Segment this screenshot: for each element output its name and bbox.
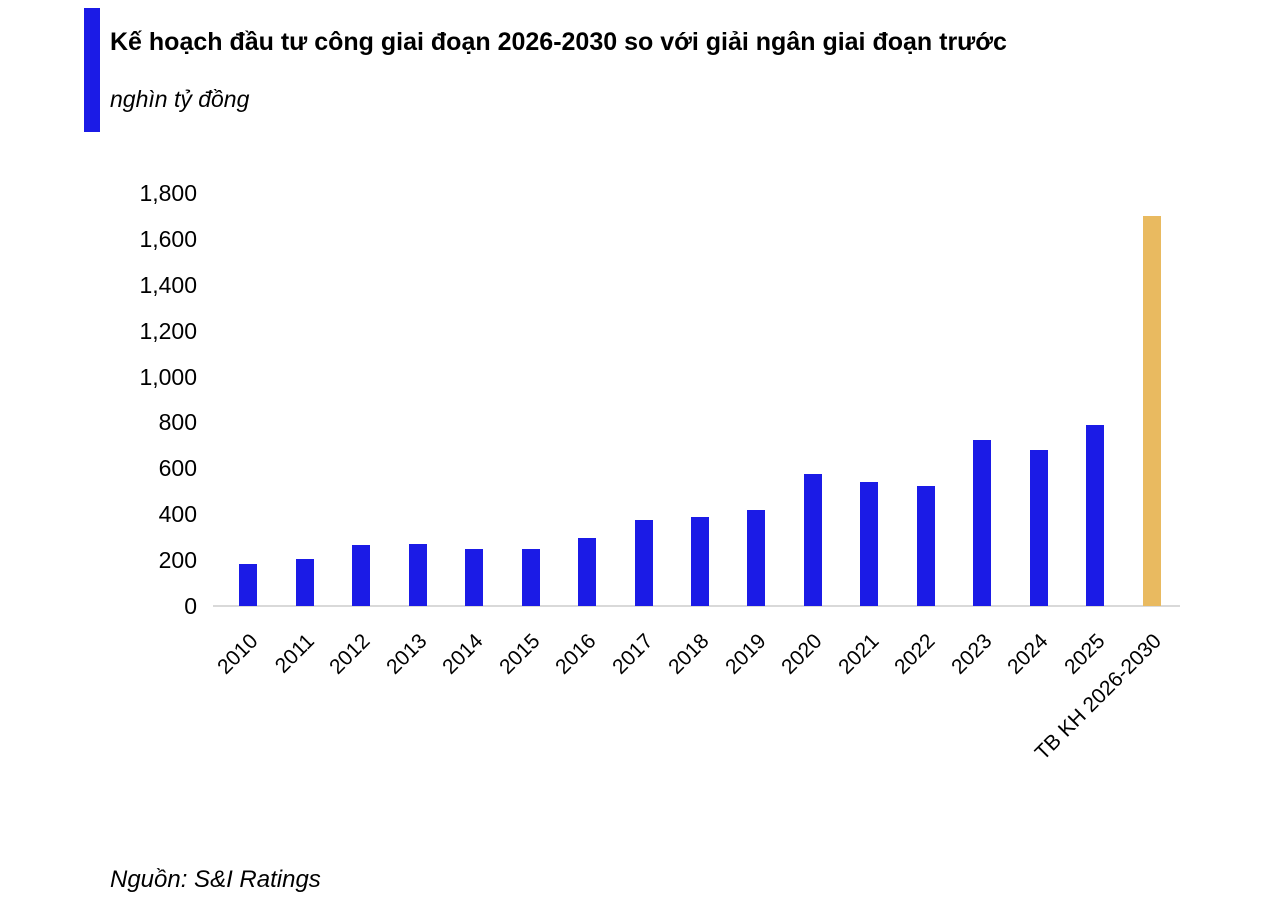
y-axis-tick-600: 600 bbox=[158, 455, 197, 482]
x-axis-tick-2015: 2015 bbox=[495, 629, 545, 679]
x-axis-tick-2024: 2024 bbox=[1003, 629, 1053, 679]
x-axis-tick-2016: 2016 bbox=[551, 629, 601, 679]
bar-2010 bbox=[239, 564, 257, 606]
x-axis-tick-2022: 2022 bbox=[890, 629, 940, 679]
source-note: Nguồn: S&I Ratings bbox=[110, 866, 321, 893]
y-axis-tick-1600: 1,600 bbox=[139, 225, 197, 252]
y-axis-tick-1000: 1,000 bbox=[139, 363, 197, 390]
bar-2022 bbox=[917, 486, 935, 606]
x-axis-tick-2023: 2023 bbox=[946, 629, 997, 679]
bar-2024 bbox=[1030, 450, 1048, 606]
bar-tb-kh-2026-2030 bbox=[1143, 216, 1161, 606]
bar-2011 bbox=[296, 559, 314, 606]
x-axis-tick-2021: 2021 bbox=[833, 629, 884, 679]
y-axis-tick-1800: 1,800 bbox=[139, 180, 197, 206]
x-axis-tick-2017: 2017 bbox=[608, 629, 658, 679]
bar-2018 bbox=[691, 517, 709, 606]
bar-2016 bbox=[578, 538, 596, 606]
y-axis-tick-1400: 1,400 bbox=[139, 271, 197, 298]
bar-2023 bbox=[973, 440, 991, 606]
x-axis-tick-2018: 2018 bbox=[664, 629, 714, 679]
chart-unit-label: nghìn tỷ đồng bbox=[110, 86, 250, 112]
chart-title: Kế hoạch đầu tư công giai đoạn 2026-2030… bbox=[110, 28, 1007, 56]
x-axis-tick-2025: 2025 bbox=[1059, 629, 1110, 679]
bar-2021 bbox=[860, 482, 878, 606]
x-axis-tick-2020: 2020 bbox=[777, 629, 827, 679]
bar-2015 bbox=[522, 549, 540, 606]
x-axis-tick-2014: 2014 bbox=[438, 629, 488, 679]
bar-2014 bbox=[465, 549, 483, 606]
title-accent-bar bbox=[84, 8, 100, 132]
y-axis-tick-200: 200 bbox=[158, 547, 197, 574]
x-axis-tick-2010: 2010 bbox=[212, 629, 263, 679]
y-axis-tick-800: 800 bbox=[158, 409, 197, 436]
bar-2025 bbox=[1086, 425, 1104, 606]
x-axis-tick-2019: 2019 bbox=[720, 629, 771, 679]
bar-2012 bbox=[352, 545, 370, 606]
bar-2019 bbox=[747, 510, 765, 606]
y-axis-tick-0: 0 bbox=[184, 593, 197, 619]
y-axis-tick-400: 400 bbox=[158, 501, 197, 528]
x-axis-line bbox=[213, 605, 1180, 607]
x-axis-tick-2011: 2011 bbox=[270, 629, 319, 678]
bar-2013 bbox=[409, 544, 427, 606]
x-axis-tick-2012: 2012 bbox=[325, 629, 375, 679]
y-axis-tick-1200: 1,200 bbox=[139, 317, 197, 344]
x-axis-tick-2013: 2013 bbox=[382, 629, 432, 679]
bar-2017 bbox=[635, 520, 653, 606]
bar-2020 bbox=[804, 474, 822, 606]
